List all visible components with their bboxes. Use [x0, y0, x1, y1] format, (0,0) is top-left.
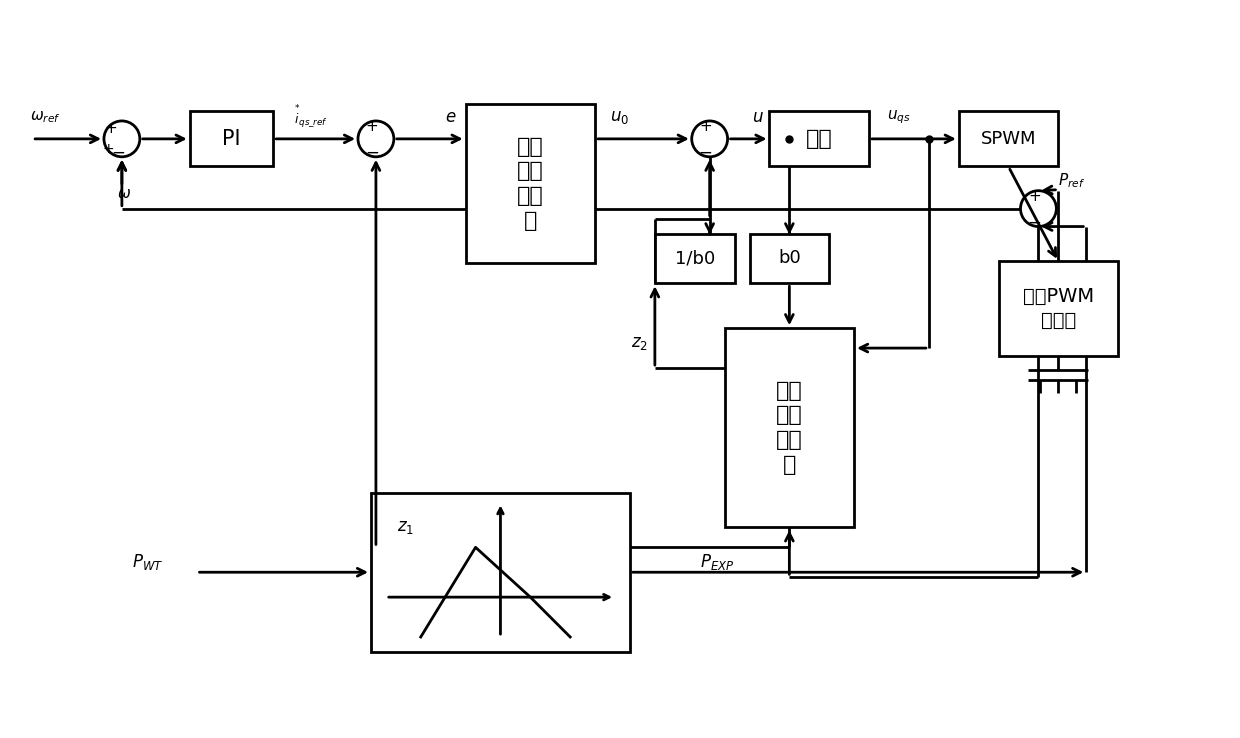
Text: +: +: [102, 142, 114, 156]
Text: $\omega_{ref}$: $\omega_{ref}$: [30, 109, 61, 125]
Text: $e$: $e$: [445, 108, 456, 126]
Text: $u_{qs}$: $u_{qs}$: [887, 108, 911, 125]
Text: $u_0$: $u_0$: [610, 108, 629, 126]
Text: b0: b0: [777, 249, 801, 267]
Text: PI: PI: [222, 129, 241, 149]
Text: $P_{WT}$: $P_{WT}$: [131, 552, 164, 572]
Circle shape: [692, 121, 728, 156]
Text: −: −: [698, 144, 713, 162]
Text: −: −: [365, 144, 379, 162]
Text: $\omega$: $\omega$: [117, 186, 131, 201]
Text: SPWM: SPWM: [981, 130, 1037, 148]
Text: $u$: $u$: [751, 108, 764, 126]
Text: +: +: [366, 120, 378, 134]
Text: 扩张
状态
观测
器: 扩张 状态 观测 器: [776, 381, 802, 475]
Bar: [959, 111, 1059, 166]
Text: 对象: 对象: [806, 129, 832, 149]
Bar: [998, 261, 1118, 356]
Text: $P_{ref}$: $P_{ref}$: [1059, 171, 1085, 190]
Text: $z_2$: $z_2$: [631, 334, 649, 352]
Bar: [770, 111, 869, 166]
Bar: [465, 104, 595, 263]
Text: +: +: [104, 122, 118, 137]
Text: −: −: [110, 144, 125, 162]
Circle shape: [104, 121, 140, 156]
Text: 机侧PWM
换流器: 机侧PWM 换流器: [1023, 287, 1094, 329]
Text: $P_{EXP}$: $P_{EXP}$: [699, 552, 734, 572]
Circle shape: [1021, 190, 1056, 227]
Bar: [655, 233, 734, 283]
Text: 1/b0: 1/b0: [675, 249, 714, 267]
Text: 状态
误差
反馈
律: 状态 误差 反馈 律: [517, 137, 543, 231]
Text: −: −: [1028, 213, 1042, 232]
Bar: [371, 492, 630, 652]
Text: $\overset{*}{i}_{qs\_ref}$: $\overset{*}{i}_{qs\_ref}$: [294, 103, 329, 131]
Circle shape: [358, 121, 394, 156]
Text: +: +: [1028, 189, 1040, 204]
Text: +: +: [699, 120, 712, 134]
Bar: [749, 233, 830, 283]
Bar: [724, 328, 854, 528]
Text: $z_1$: $z_1$: [397, 518, 414, 537]
Bar: [190, 111, 273, 166]
